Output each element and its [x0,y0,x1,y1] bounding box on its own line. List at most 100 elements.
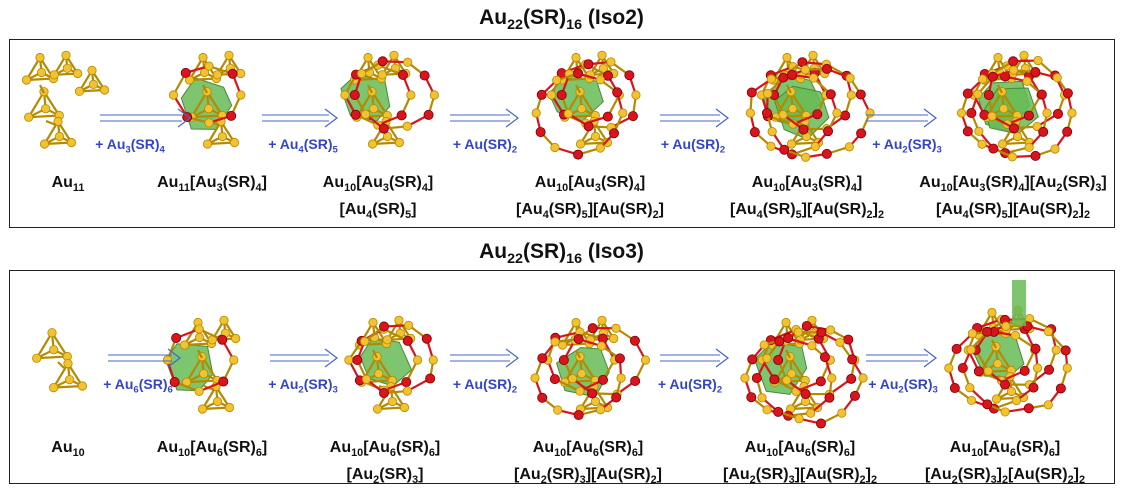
gold-atom [388,397,396,405]
sulfur-atom [1061,346,1070,355]
gold-atom [975,127,983,135]
bottom-label-1: Au10 [51,437,84,464]
gold-atom [576,387,584,395]
top-label-5: Au10[Au3(SR)4][Au4(SR)5][Au(SR)2]2 [730,172,884,226]
gold-atom [826,326,834,334]
gold-atom [597,342,605,350]
top-arrow-1 [100,109,190,127]
bottom-arrow-2 [270,349,337,367]
gold-atom [1008,153,1016,161]
sulfur-atom [426,374,435,383]
gold-atom [400,403,408,411]
sulfur-atom [1063,89,1072,98]
sulfur-atom [748,355,757,364]
gold-atom [553,76,561,84]
sulfur-atom [1031,344,1040,353]
sulfur-atom [856,90,865,99]
sulfur-atom [841,111,850,120]
gold-atom [195,387,203,395]
gold-atom [37,68,45,76]
gold-atom [369,318,377,326]
gold-atom [591,132,599,140]
gold-atom [407,91,415,99]
bottom-arrow-3 [450,349,518,367]
gold-atom [994,53,1002,61]
gold-atom [200,370,208,378]
sulfur-atom [625,71,634,80]
gold-atom [33,354,41,362]
gold-atom [413,356,421,364]
gold-atom [617,374,625,382]
gold-atom [568,374,576,382]
top-label-4: Au10[Au3(SR)4][Au4(SR)5][Au(SR)2] [516,172,664,226]
sulfur-atom [980,110,989,119]
gold-atom [1009,66,1017,74]
gold-atom [213,397,221,405]
gold-atom [230,138,238,146]
gold-atom [67,138,75,146]
sulfur-atom [218,335,227,344]
gold-atom [232,334,240,342]
sulfur-atom [963,89,972,98]
gold-atom [78,382,86,390]
gold-atom [758,394,766,402]
gold-atom [572,318,580,326]
sulfur-atom [983,400,992,409]
gold-atom [100,86,108,94]
sulfur-atom [750,128,759,137]
sulfur-atom [958,363,967,372]
sulfur-atom [227,111,236,120]
sulfur-atom [424,110,433,119]
gold-atom [596,144,604,152]
sulfur-atom [850,391,859,400]
gold-atom [578,370,586,378]
sulfur-atom [587,389,596,398]
gold-atom [610,334,618,342]
gold-atom [741,374,749,382]
gold-atom [89,80,97,88]
sulfur-atom [1024,404,1033,413]
gold-atom [828,374,836,382]
sulfur-atom [774,407,783,416]
gold-atom [1044,401,1052,409]
sulfur-atom [963,127,972,136]
top-label-6: Au10[Au3(SR)4][Au2(SR)3][Au4(SR)5][Au(SR… [919,172,1106,226]
sulfur-atom [822,149,831,158]
gold-atom [596,76,604,84]
sulfur-atom [844,335,853,344]
sulfur-atom [397,111,406,120]
sulfur-atom [1009,124,1018,133]
gold-atom [49,383,57,391]
sulfur-atom [584,60,593,69]
top-arrow-2 [262,109,337,127]
sulfur-atom [420,71,429,80]
gold-atom [767,75,775,83]
gold-atom [945,364,953,372]
sulfur-atom [403,336,412,345]
gold-atom [1034,56,1042,64]
sulfur-atom [752,373,761,382]
gold-atom [42,105,50,113]
gold-atom [591,397,599,405]
gold-atom [596,406,604,414]
bottom-label-2: Au10[Au6(SR)6] [157,437,267,464]
gold-atom [789,105,797,113]
sulfur-atom [379,322,388,331]
sulfur-atom [350,90,359,99]
gold-atom [532,109,540,117]
bot-s6-motif [1012,280,1026,326]
gold-atom [75,87,83,95]
sulfur-atom [823,127,832,136]
gold-atom [808,341,816,349]
sulfur-atom [770,375,779,384]
gold-atom [50,346,58,354]
gold-atom [984,367,992,375]
sulfur-atom [1063,127,1072,136]
gold-atom [794,328,802,336]
sulfur-atom [422,334,431,343]
gold-atom [345,356,353,364]
gold-atom [1043,109,1051,117]
top-reagent-5: + Au2(SR)3 [872,136,942,155]
gold-atom [390,51,398,59]
gold-atom [203,140,211,148]
